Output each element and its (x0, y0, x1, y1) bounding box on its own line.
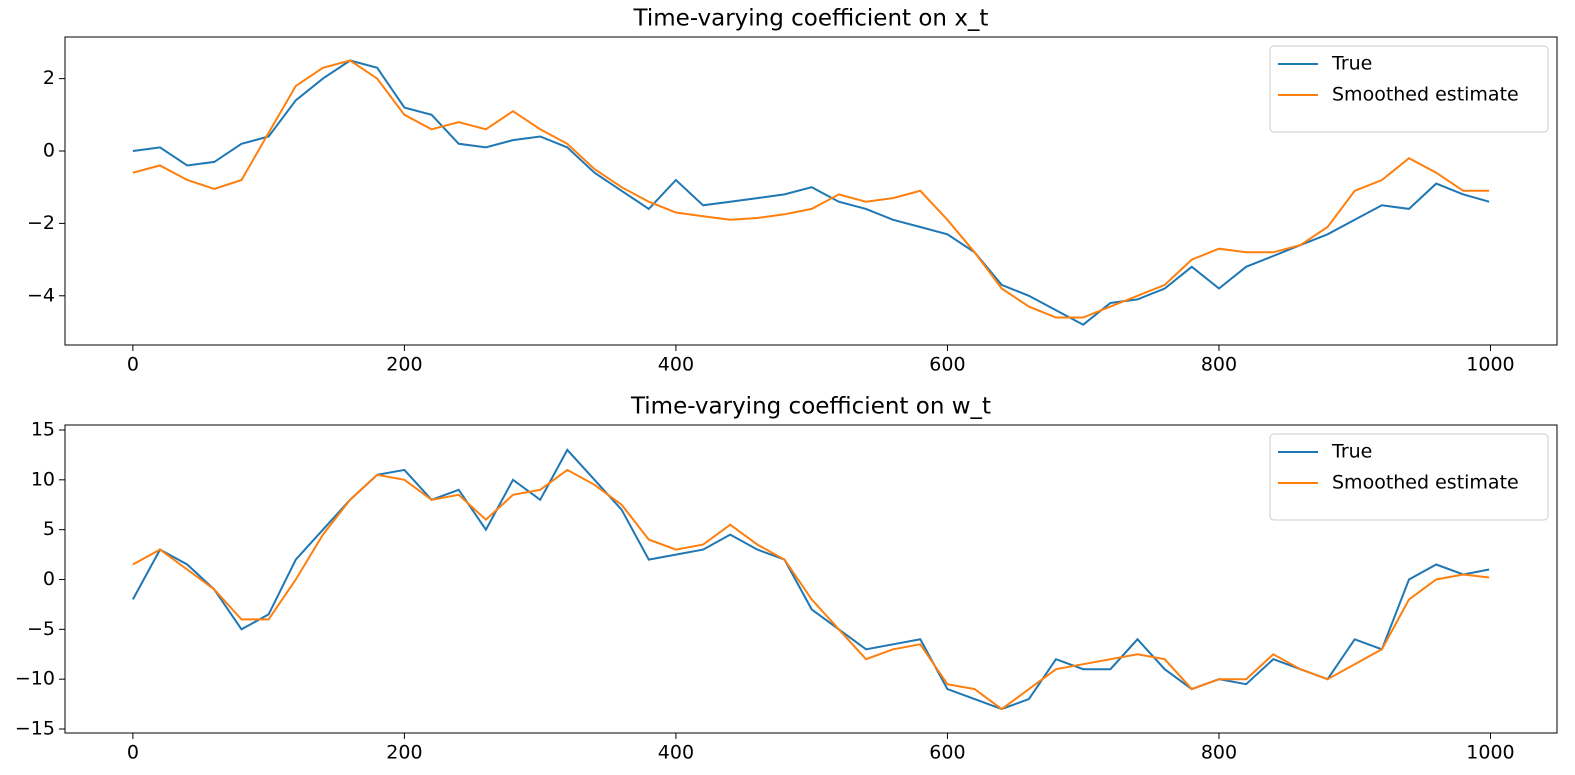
legend-box (1269, 45, 1549, 133)
y-tick-label: 2 (43, 67, 55, 89)
y-tick-label: 15 (31, 418, 55, 440)
chart-title: Time-varying coefficient on x_t (633, 6, 989, 32)
x-tick-label: 800 (1201, 354, 1237, 376)
x-tick-label: 0 (127, 742, 139, 764)
x-tick-label: 400 (658, 742, 694, 764)
x-tick-label: 1000 (1466, 742, 1514, 764)
legend-label: True (1331, 53, 1372, 75)
chart-title: Time-varying coefficient on w_t (630, 394, 991, 420)
x-tick-label: 0 (127, 354, 139, 376)
y-tick-label: 0 (43, 140, 55, 162)
y-tick-label: −4 (27, 284, 55, 306)
series-line (132, 59, 1490, 319)
legend-label: Smoothed estimate (1332, 472, 1519, 494)
legend-label: Smoothed estimate (1332, 84, 1519, 106)
y-tick-label: 5 (43, 518, 55, 540)
y-tick-label: −15 (15, 718, 55, 740)
x-tick-label: 1000 (1466, 354, 1514, 376)
axes-frame (64, 424, 1558, 734)
x-tick-label: 400 (658, 354, 694, 376)
x-tick-label: 600 (929, 742, 965, 764)
y-tick-label: 0 (43, 568, 55, 590)
y-tick-label: 10 (31, 468, 55, 490)
y-tick-label: −5 (27, 618, 55, 640)
axes-frame (64, 36, 1558, 346)
series-line (132, 468, 1490, 711)
x-tick-label: 600 (929, 354, 965, 376)
legend-label: True (1331, 441, 1372, 463)
legend-box (1269, 433, 1549, 521)
y-tick-label: −2 (27, 212, 55, 234)
x-tick-label: 200 (386, 742, 422, 764)
y-tick-label: −10 (15, 668, 55, 690)
series-line (132, 59, 1490, 326)
x-tick-label: 200 (386, 354, 422, 376)
x-tick-label: 800 (1201, 742, 1237, 764)
